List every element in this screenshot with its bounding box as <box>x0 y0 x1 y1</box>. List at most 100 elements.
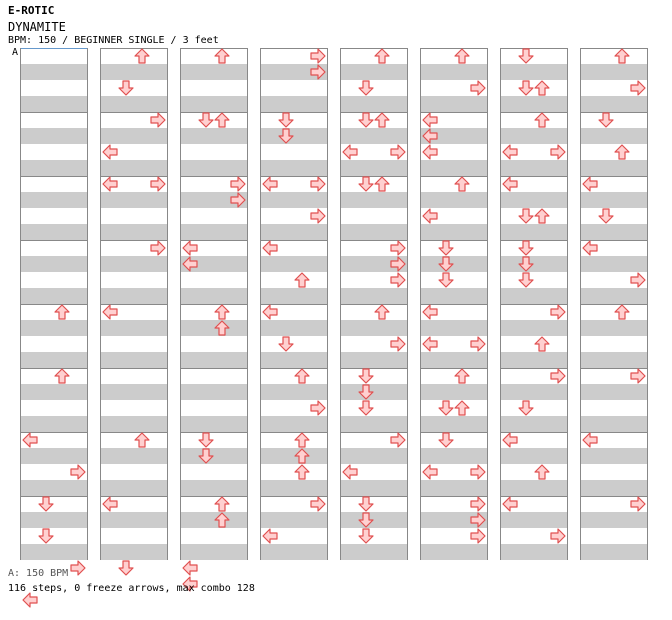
beat-band <box>181 160 247 176</box>
left-arrow-icon <box>342 144 358 160</box>
left-arrow-icon <box>22 592 38 608</box>
beat-band <box>501 480 567 496</box>
beat-band <box>581 128 647 144</box>
beat-band <box>501 160 567 176</box>
measure-line <box>260 112 328 113</box>
measure-line <box>500 432 568 433</box>
up-arrow-icon <box>614 48 630 64</box>
beat-band <box>101 448 167 464</box>
beat-band <box>341 416 407 432</box>
beat-band <box>101 352 167 368</box>
beat-band <box>21 448 87 464</box>
beat-band <box>181 384 247 400</box>
beat-band <box>581 352 647 368</box>
measure-line <box>340 496 408 497</box>
left-arrow-icon <box>502 144 518 160</box>
beat-band <box>101 96 167 112</box>
left-arrow-icon <box>182 560 198 576</box>
left-arrow-icon <box>262 240 278 256</box>
down-arrow-icon <box>518 240 534 256</box>
right-arrow-icon <box>310 64 326 80</box>
right-arrow-icon <box>630 272 646 288</box>
up-arrow-icon <box>534 112 550 128</box>
measure-line <box>20 304 88 305</box>
chart-cursor <box>21 48 87 49</box>
measure-line <box>500 304 568 305</box>
down-arrow-icon <box>438 400 454 416</box>
right-arrow-icon <box>470 464 486 480</box>
left-arrow-icon <box>422 304 438 320</box>
down-arrow-icon <box>198 448 214 464</box>
beat-band <box>261 224 327 240</box>
measure-line <box>20 240 88 241</box>
beat-band <box>581 512 647 528</box>
measure-line <box>580 240 648 241</box>
beat-band <box>501 64 567 80</box>
down-arrow-icon <box>358 496 374 512</box>
beat-band <box>181 224 247 240</box>
beat-band <box>261 384 327 400</box>
beat-band <box>261 96 327 112</box>
beat-band <box>581 448 647 464</box>
beat-band <box>21 352 87 368</box>
right-arrow-icon <box>550 304 566 320</box>
beat-band <box>421 96 487 112</box>
beat-band <box>21 544 87 560</box>
left-arrow-icon <box>102 176 118 192</box>
right-arrow-icon <box>150 176 166 192</box>
left-arrow-icon <box>182 576 198 592</box>
beat-band <box>261 288 327 304</box>
down-arrow-icon <box>518 400 534 416</box>
beat-band <box>421 480 487 496</box>
measure-line <box>340 304 408 305</box>
beat-band <box>421 448 487 464</box>
beat-band <box>341 224 407 240</box>
right-arrow-icon <box>390 272 406 288</box>
left-arrow-icon <box>262 176 278 192</box>
beat-band <box>21 96 87 112</box>
left-arrow-icon <box>422 336 438 352</box>
beat-band <box>421 320 487 336</box>
up-arrow-icon <box>214 304 230 320</box>
left-arrow-icon <box>582 432 598 448</box>
right-arrow-icon <box>470 496 486 512</box>
up-arrow-icon <box>214 496 230 512</box>
measure-line <box>20 432 88 433</box>
measure-line <box>580 176 648 177</box>
left-arrow-icon <box>422 112 438 128</box>
up-arrow-icon <box>454 176 470 192</box>
chart-column <box>580 48 648 560</box>
up-arrow-icon <box>54 368 70 384</box>
down-arrow-icon <box>358 528 374 544</box>
down-arrow-icon <box>358 512 374 528</box>
up-arrow-icon <box>214 320 230 336</box>
beat-band <box>21 128 87 144</box>
measure-line <box>500 496 568 497</box>
left-arrow-icon <box>102 304 118 320</box>
beat-band <box>501 512 567 528</box>
right-arrow-icon <box>630 80 646 96</box>
measure-line <box>100 112 168 113</box>
beat-band <box>181 416 247 432</box>
measure-line <box>420 176 488 177</box>
up-arrow-icon <box>294 464 310 480</box>
left-arrow-icon <box>262 304 278 320</box>
measure-line <box>100 304 168 305</box>
beat-band <box>501 416 567 432</box>
measure-line <box>420 304 488 305</box>
measure-line <box>100 496 168 497</box>
up-arrow-icon <box>374 176 390 192</box>
beat-band <box>341 480 407 496</box>
up-arrow-icon <box>294 432 310 448</box>
right-arrow-icon <box>150 112 166 128</box>
down-arrow-icon <box>38 496 54 512</box>
beat-band <box>21 384 87 400</box>
up-arrow-icon <box>534 464 550 480</box>
beat-band <box>421 352 487 368</box>
beat-band <box>501 256 567 272</box>
chart-column <box>500 48 568 560</box>
up-arrow-icon <box>134 48 150 64</box>
up-arrow-icon <box>454 400 470 416</box>
beat-band <box>21 64 87 80</box>
up-arrow-icon <box>534 208 550 224</box>
